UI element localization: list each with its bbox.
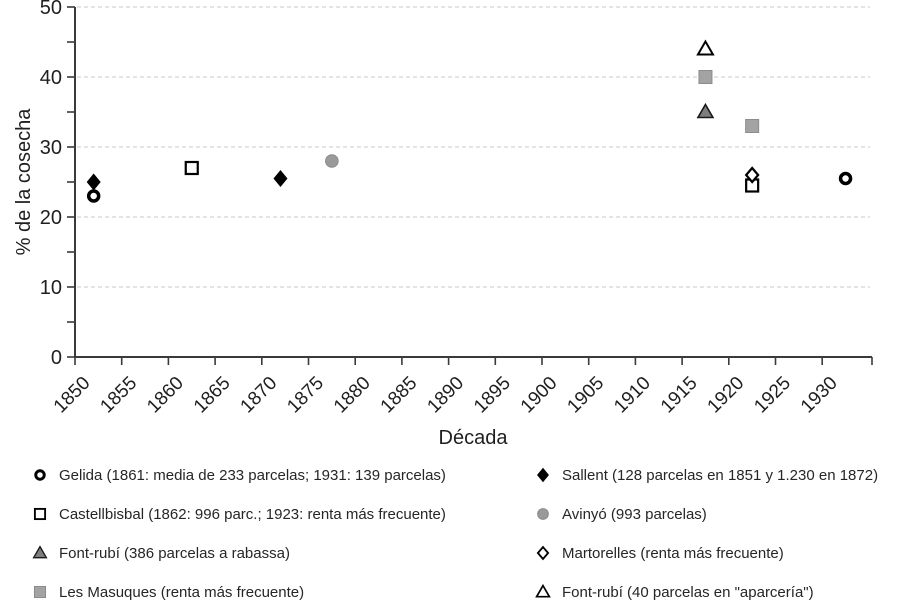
legend-item-font-rubi-aparceria: Font-rubí (40 parcelas en "aparcería") bbox=[532, 579, 878, 605]
legend-label: Font-rubí (40 parcelas en "aparcería") bbox=[562, 583, 814, 601]
x-tick-label: 1895 bbox=[470, 373, 515, 418]
x-axis-title: Década bbox=[439, 427, 509, 449]
x-tick-label: 1915 bbox=[657, 373, 702, 418]
x-tick-label: 1910 bbox=[610, 373, 655, 418]
legend-item-martorelles: Martorelles (renta más frecuente) bbox=[532, 540, 878, 566]
x-tick-label: 1865 bbox=[190, 373, 235, 418]
x-tick-label: 1925 bbox=[750, 373, 795, 418]
legend-item-gelida: Gelida (1861: media de 233 parcelas; 193… bbox=[29, 462, 446, 488]
legend-label: Castellbisbal (1862: 996 parc.; 1923: re… bbox=[59, 505, 446, 523]
point-les-masuques bbox=[745, 119, 760, 133]
y-tick-label: 20 bbox=[40, 207, 62, 229]
point-avinyo bbox=[325, 154, 339, 168]
legend-label: Martorelles (renta más frecuente) bbox=[562, 544, 784, 562]
x-tick-label: 1885 bbox=[377, 373, 422, 418]
legend-item-castellbisbal: Castellbisbal (1862: 996 parc.; 1923: re… bbox=[29, 501, 446, 527]
x-tick-label: 1860 bbox=[143, 373, 188, 418]
y-tick-label: 30 bbox=[40, 137, 62, 159]
open-diamond-icon bbox=[536, 545, 550, 561]
y-tick-label: 40 bbox=[40, 67, 62, 89]
y-tick-label: 10 bbox=[40, 277, 62, 299]
legend-label: Gelida (1861: media de 233 parcelas; 193… bbox=[59, 466, 446, 484]
point-font-rubi-aparceria bbox=[696, 39, 715, 56]
y-axis-title: % de la cosecha bbox=[13, 108, 35, 256]
filled-circle-icon bbox=[537, 508, 549, 520]
legend-item-sallent: Sallent (128 parcelas en 1851 y 1.230 en… bbox=[532, 462, 878, 488]
x-tick-label: 1920 bbox=[704, 373, 749, 418]
point-sallent bbox=[86, 173, 101, 191]
point-sallent bbox=[273, 170, 288, 187]
point-les-masuques bbox=[698, 70, 713, 84]
y-tick-label: 50 bbox=[40, 0, 62, 19]
x-tick-label: 1905 bbox=[563, 373, 608, 418]
point-martorelles bbox=[744, 166, 760, 184]
x-tick-label: 1930 bbox=[797, 373, 842, 418]
x-tick-label: 1880 bbox=[330, 373, 375, 418]
x-tick-label: 1850 bbox=[50, 373, 95, 418]
legend-label: Sallent (128 parcelas en 1851 y 1.230 en… bbox=[562, 466, 879, 484]
x-tick-label: 1855 bbox=[96, 373, 141, 418]
point-castellbisbal bbox=[184, 160, 199, 176]
legend-column-left: Gelida (1861: media de 233 parcelas; 193… bbox=[29, 462, 446, 605]
filled-diamond-icon bbox=[537, 467, 549, 483]
legend-label: Avinyó (993 parcelas) bbox=[562, 505, 707, 523]
open-circle-icon bbox=[34, 469, 46, 481]
filled-triangle-icon bbox=[32, 545, 48, 559]
x-tick-label: 1875 bbox=[283, 373, 328, 418]
legend-label: Font-rubí (386 parcelas a rabassa) bbox=[59, 544, 290, 562]
legend-column-right: Sallent (128 parcelas en 1851 y 1.230 en… bbox=[532, 462, 878, 605]
legend-label: Les Masuques (renta más frecuente) bbox=[59, 583, 305, 601]
open-square-icon bbox=[33, 507, 47, 521]
filled-square-icon bbox=[33, 585, 47, 599]
y-tick-label: 0 bbox=[51, 347, 62, 369]
x-tick-label: 1870 bbox=[237, 373, 282, 418]
legend-item-les-masuques: Les Masuques (renta más frecuente) bbox=[29, 579, 446, 605]
point-gelida bbox=[86, 189, 101, 203]
open-triangle-icon bbox=[535, 583, 551, 598]
legend-item-font-rubi-rabassa: Font-rubí (386 parcelas a rabassa) bbox=[29, 540, 446, 566]
point-gelida bbox=[838, 171, 853, 186]
x-tick-label: 1900 bbox=[517, 373, 562, 418]
x-tick-label: 1890 bbox=[423, 373, 468, 418]
legend-item-avinyo: Avinyó (993 parcelas) bbox=[532, 501, 878, 527]
point-font-rubi-rabassa bbox=[696, 102, 715, 119]
